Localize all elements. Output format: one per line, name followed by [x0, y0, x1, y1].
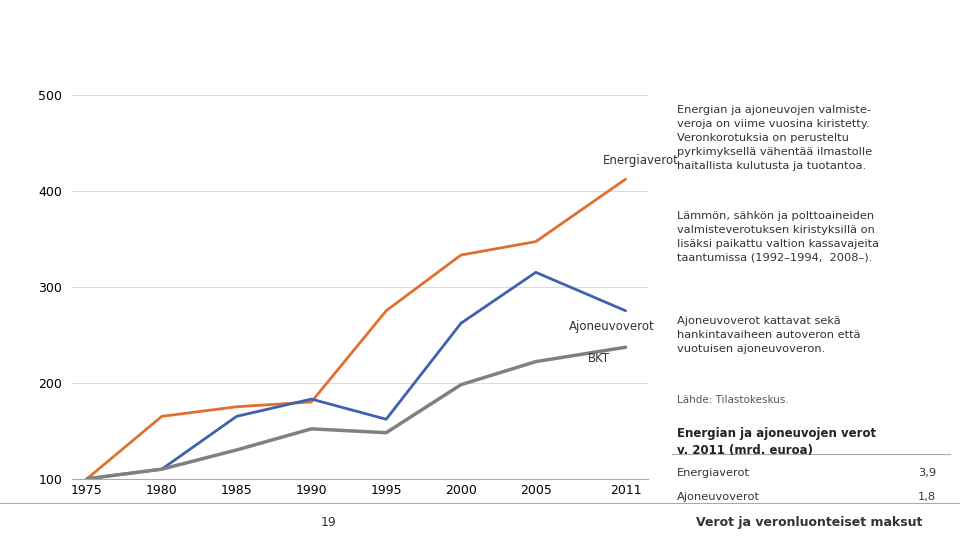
Text: 19: 19 — [321, 516, 337, 529]
Text: Energian ja ajoneuvojen verot
v. 2011 (mrd. euroa): Energian ja ajoneuvojen verot v. 2011 (m… — [677, 427, 876, 457]
Text: Energiaverot: Energiaverot — [677, 468, 750, 478]
Text: 1,8: 1,8 — [918, 492, 936, 502]
Text: Ajoneuvoverot: Ajoneuvoverot — [677, 492, 759, 502]
Text: Energian ja ajoneuvojen valmiste-
veroja on viime vuosina kiristetty.
Veronkorot: Energian ja ajoneuvojen valmiste- veroja… — [677, 105, 872, 171]
Text: Lähde: Tilastokeskus.: Lähde: Tilastokeskus. — [677, 395, 788, 405]
Text: BKT: BKT — [588, 352, 611, 365]
Text: Verot ja veronluonteiset maksut: Verot ja veronluonteiset maksut — [696, 516, 922, 529]
Text: Ajoneuvoverot kattavat sekä
hankintavaiheen autoveron että
vuotuisen ajoneuvover: Ajoneuvoverot kattavat sekä hankintavaih… — [677, 316, 860, 354]
Text: Energiaverot: Energiaverot — [603, 154, 679, 167]
Text: Lämmön, sähkön ja polttoaineiden
valmisteverotuksen kiristyksillä on
lisäksi pai: Lämmön, sähkön ja polttoaineiden valmist… — [677, 211, 878, 263]
Text: 3,9: 3,9 — [918, 468, 936, 478]
Text: Energian ja ajoneuvojen valmisteverojen kehitys 1975–2011: Energian ja ajoneuvojen valmisteverojen … — [17, 29, 562, 48]
Text: Ajoneuvoverot: Ajoneuvoverot — [568, 320, 655, 333]
Text: (indeksi, 1975=100): (indeksi, 1975=100) — [17, 61, 202, 78]
